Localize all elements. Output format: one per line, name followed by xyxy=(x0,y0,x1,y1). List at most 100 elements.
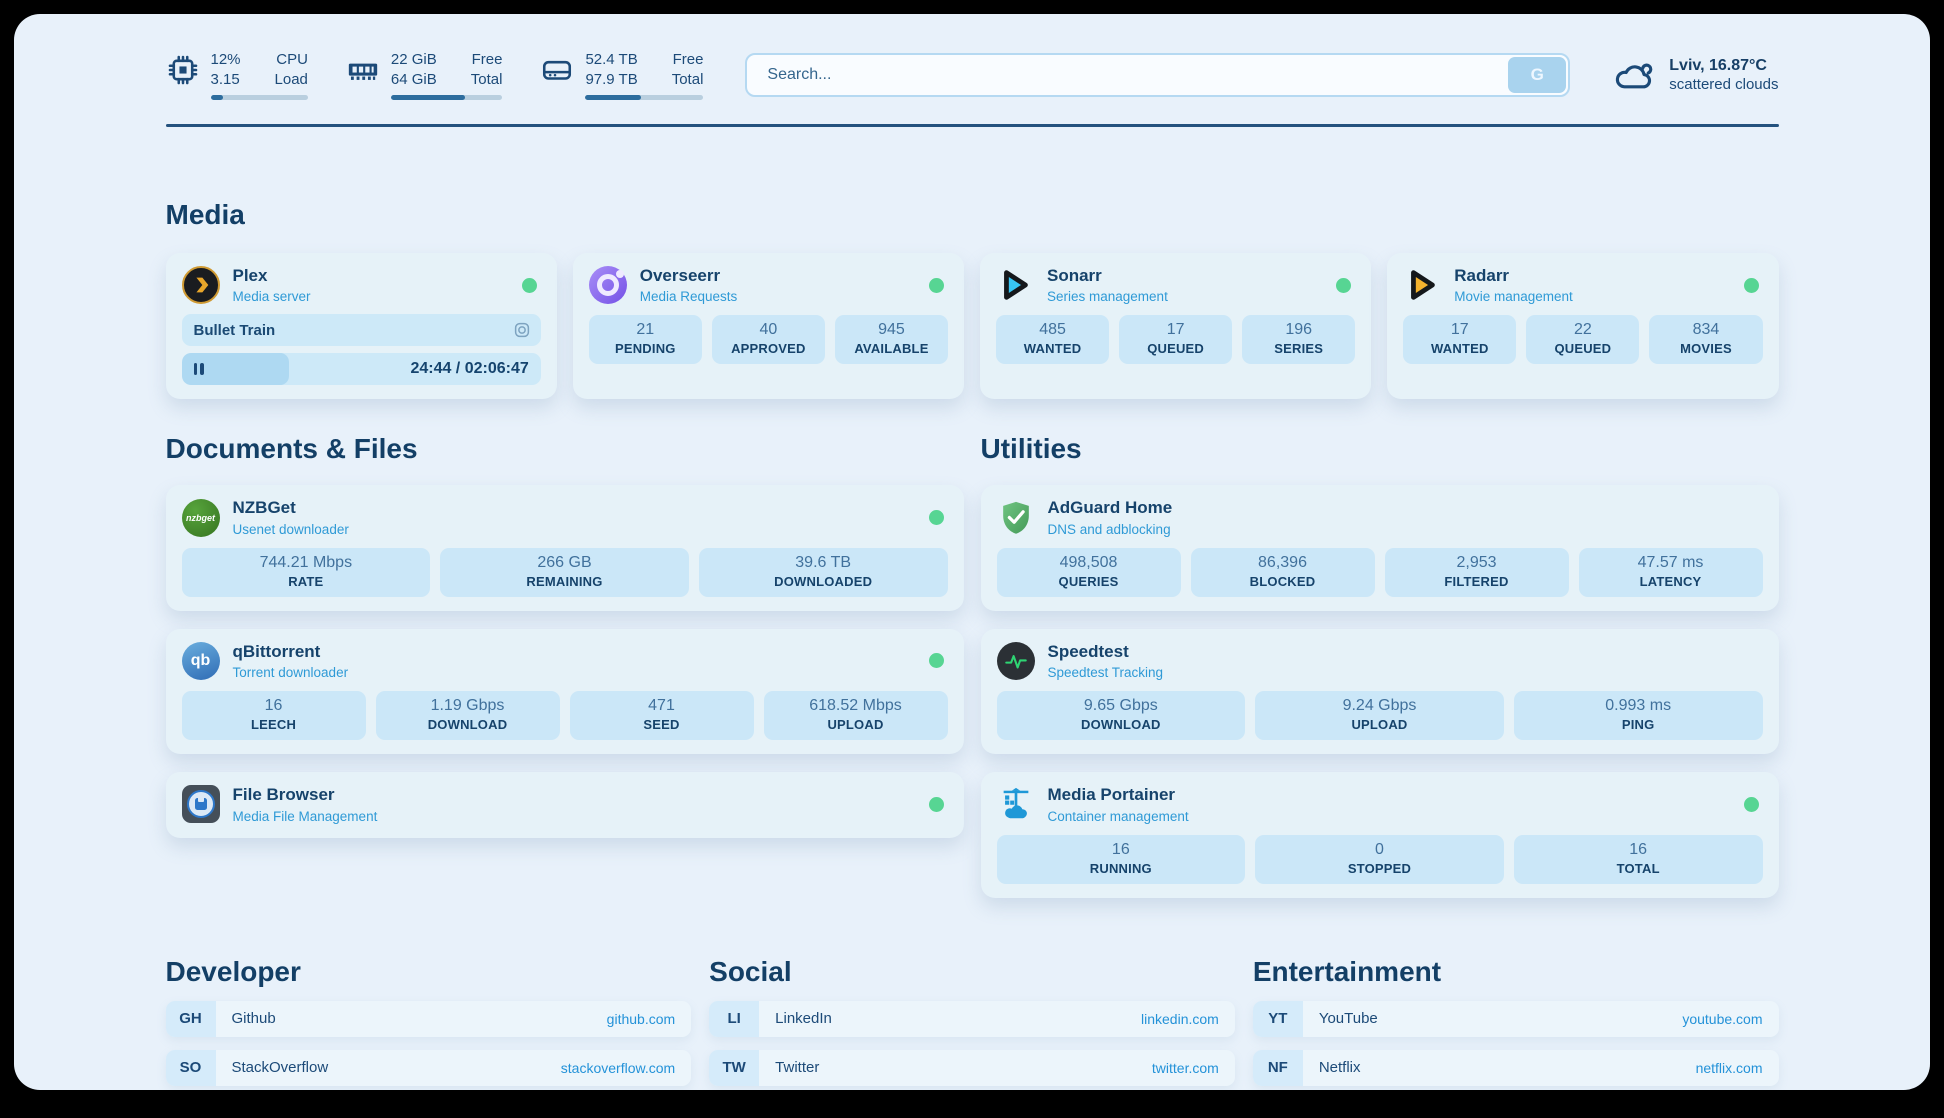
stat-box: 40 APPROVED xyxy=(711,315,825,365)
service-card-overseerr[interactable]: Overseerr Media Requests 21 PENDING 40 A… xyxy=(572,253,964,400)
bookmark-group-developer: Developer GH Github github.com SO StackO… xyxy=(165,956,692,1090)
stat-box: 9.65 Gbps DOWNLOAD xyxy=(996,691,1246,741)
bookmark-youtube[interactable]: YT YouTube youtube.com xyxy=(1252,1000,1779,1037)
bookmark-netflix[interactable]: NF Netflix netflix.com xyxy=(1252,1049,1779,1086)
bookmark-url[interactable]: twitter.com xyxy=(1151,1059,1219,1076)
stat-value: 485 xyxy=(1039,321,1066,339)
utilities-column: Utilities AdGuard Home DNS and adblockin… xyxy=(980,433,1779,898)
stat-value: 86,396 xyxy=(1258,553,1307,571)
card-subtitle: Container management xyxy=(1047,808,1189,824)
card-title: Radarr xyxy=(1454,266,1510,285)
bookmark-twitter[interactable]: TW Twitter twitter.com xyxy=(709,1049,1235,1086)
section-title-media: Media xyxy=(165,199,245,230)
bookmark-url[interactable]: netflix.com xyxy=(1695,1059,1763,1076)
service-card-portainer[interactable]: Media Portainer Container management 16 … xyxy=(980,772,1779,898)
status-dot xyxy=(1743,277,1759,293)
card-subtitle: DNS and adblocking xyxy=(1047,521,1171,537)
stat-value: 17 xyxy=(1166,321,1185,339)
cpu-progress-bar xyxy=(210,95,308,100)
weather-condition: scattered clouds xyxy=(1669,76,1779,93)
filebrowser-icon xyxy=(181,785,220,824)
search-bar: G xyxy=(745,53,1571,97)
stat-label: SERIES xyxy=(1274,341,1324,357)
bookmark-stackoverflow[interactable]: SO StackOverflow stackoverflow.com xyxy=(165,1049,692,1086)
section-title-social: Social xyxy=(709,955,792,987)
disk-free-value: 52.4 TB xyxy=(585,51,638,68)
sonarr-icon xyxy=(996,266,1034,304)
card-title: qBittorrent xyxy=(232,641,321,661)
bookmark-url[interactable]: linkedin.com xyxy=(1141,1010,1219,1027)
cpu-icon xyxy=(168,55,197,85)
stat-label: APPROVED xyxy=(731,341,806,357)
bookmark-url[interactable]: youtube.com xyxy=(1682,1010,1763,1027)
bookmark-name: Github xyxy=(231,1010,276,1028)
stat-value: 498,508 xyxy=(1059,553,1118,571)
weather-location-temp: Lviv, 16.87°C xyxy=(1669,57,1767,74)
top-bar: 12% 3.15 CPU Load xyxy=(166,50,1779,100)
stat-box: 196 SERIES xyxy=(1242,315,1356,365)
playback-elapsed-fill xyxy=(181,353,290,386)
cpu-resource-widget: 12% 3.15 CPU Load xyxy=(166,50,308,100)
search-provider-button[interactable]: G xyxy=(1508,57,1567,93)
service-card-plex[interactable]: Plex Media server Bullet Train 24:44 / 0… xyxy=(165,253,557,400)
header-divider xyxy=(165,124,1779,127)
cpu-load-value: 3.15 xyxy=(210,70,240,88)
stat-label: PING xyxy=(1621,717,1655,733)
bookmark-url[interactable]: github.com xyxy=(606,1010,676,1027)
stat-label: BLOCKED xyxy=(1249,573,1316,589)
stat-label: UPLOAD xyxy=(1351,717,1408,733)
stat-value: 9.65 Gbps xyxy=(1083,697,1158,715)
service-card-radarr[interactable]: Radarr Movie management 17 WANTED 22 QUE… xyxy=(1387,253,1779,400)
service-card-qbittorrent[interactable]: qb qBittorrent Torrent downloader 16 LEE… xyxy=(165,628,964,755)
dashboard-page: 12% 3.15 CPU Load xyxy=(14,14,1930,1090)
radarr-icon xyxy=(1403,266,1441,304)
bookmark-github[interactable]: GH Github github.com xyxy=(165,1000,692,1037)
service-card-adguard[interactable]: AdGuard Home DNS and adblocking 498,508 … xyxy=(980,485,1779,611)
stat-label: SEED xyxy=(643,717,680,733)
cpu-load-label: Load xyxy=(274,70,308,88)
service-card-speedtest[interactable]: Speedtest Speedtest Tracking 9.65 Gbps D… xyxy=(980,628,1779,755)
disk-progress-fill xyxy=(585,95,641,100)
memory-resource-widget: 22 GiB 64 GiB Free Total xyxy=(346,50,503,100)
memory-icon xyxy=(348,63,378,80)
stat-value: 9.24 Gbps xyxy=(1342,697,1417,715)
section-title-entertainment: Entertainment xyxy=(1252,955,1442,987)
stat-value: 744.21 Mbps xyxy=(259,553,353,571)
bookmark-group-entertainment: Entertainment YT YouTube youtube.com NF … xyxy=(1252,955,1779,1090)
card-subtitle: Series management xyxy=(1047,289,1168,305)
memory-free-label: Free xyxy=(471,51,503,68)
stat-value: 1.19 Gbps xyxy=(430,697,505,715)
bookmark-url[interactable]: stackoverflow.com xyxy=(560,1059,676,1076)
search-input[interactable] xyxy=(745,53,1571,97)
bookmark-abbr: YT xyxy=(1252,1000,1303,1037)
bookmark-name: Netflix xyxy=(1318,1059,1361,1077)
card-title: Plex xyxy=(232,266,268,285)
stat-box: 1.19 Gbps DOWNLOAD xyxy=(375,691,560,741)
memory-total-value: 64 GiB xyxy=(390,70,437,88)
bookmark-name: LinkedIn xyxy=(775,1010,832,1028)
stat-label: QUEUED xyxy=(1147,341,1205,357)
stat-value: 39.6 TB xyxy=(795,553,852,571)
stat-label: DOWNLOADED xyxy=(774,573,873,589)
stat-value: 266 GB xyxy=(537,553,592,571)
stop-button-icon[interactable] xyxy=(513,321,531,339)
disk-icon xyxy=(543,60,572,80)
bookmark-abbr: GH xyxy=(165,1000,216,1037)
stat-value: 471 xyxy=(648,697,675,715)
overseerr-icon xyxy=(588,266,627,305)
service-card-nzbget[interactable]: nzbget NZBGet Usenet downloader 744.21 M… xyxy=(165,485,964,611)
status-dot xyxy=(928,796,944,812)
bookmark-linkedin[interactable]: LI LinkedIn linkedin.com xyxy=(709,1000,1235,1037)
stat-label: AVAILABLE xyxy=(854,341,929,357)
stat-box: 744.21 Mbps RATE xyxy=(181,547,431,597)
service-card-filebrowser[interactable]: File Browser Media File Management xyxy=(165,772,964,838)
stat-box: 9.24 Gbps UPLOAD xyxy=(1255,691,1504,741)
bookmark-name: YouTube xyxy=(1318,1010,1378,1028)
section-title-documents: Documents & Files xyxy=(165,433,418,465)
disk-free-label: Free xyxy=(672,51,704,68)
weather-widget: Lviv, 16.87°C scattered clouds xyxy=(1612,56,1779,94)
service-card-sonarr[interactable]: Sonarr Series management 485 WANTED 17 Q… xyxy=(980,253,1372,400)
stat-label: RATE xyxy=(288,573,324,589)
stat-label: WANTED xyxy=(1023,341,1082,357)
stat-value: 22 xyxy=(1573,321,1592,339)
